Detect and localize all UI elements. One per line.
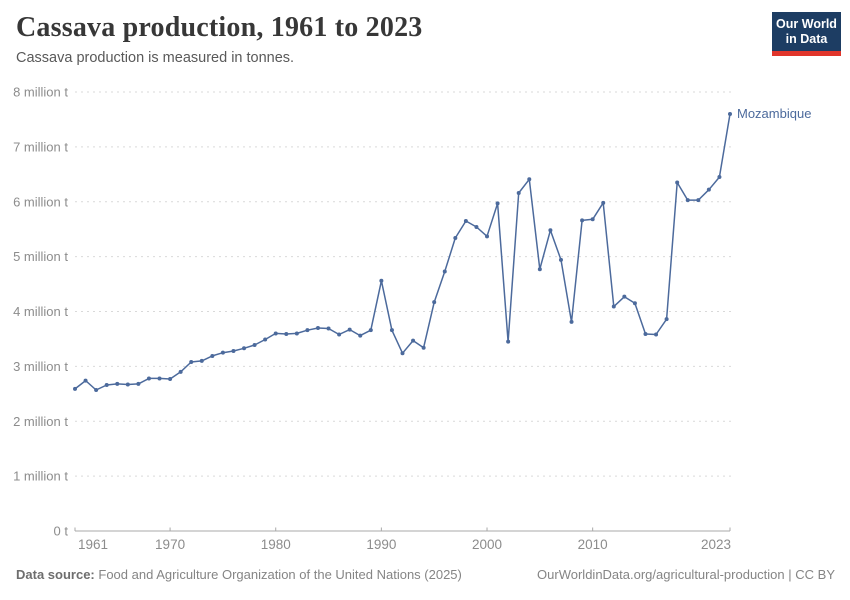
data-point[interactable]: [115, 381, 120, 386]
data-point[interactable]: [516, 190, 521, 195]
series-end-label: Mozambique: [737, 106, 811, 121]
data-point[interactable]: [632, 301, 637, 306]
data-point[interactable]: [728, 111, 732, 116]
data-point[interactable]: [442, 269, 447, 274]
data-source-text: Food and Agriculture Organization of the…: [98, 567, 462, 582]
data-point[interactable]: [580, 218, 585, 223]
data-point[interactable]: [252, 342, 257, 347]
data-point[interactable]: [622, 294, 627, 299]
data-point[interactable]: [643, 331, 648, 336]
data-point[interactable]: [675, 180, 680, 185]
data-point[interactable]: [189, 359, 194, 364]
cc-by-link[interactable]: CC BY: [795, 567, 835, 582]
data-point[interactable]: [421, 345, 426, 350]
data-point[interactable]: [220, 350, 225, 355]
data-point[interactable]: [527, 177, 532, 182]
owid-logo-red-bar: [772, 51, 841, 56]
x-tick-label: 1961: [78, 537, 108, 552]
line-chart[interactable]: 0 t 1 million t 2 million t 3 million t 4 mi…: [0, 80, 850, 560]
data-point[interactable]: [315, 325, 320, 330]
y-tick-label: 5 million t: [13, 249, 68, 264]
footer-separator: |: [784, 567, 796, 582]
y-tick-label: 3 million t: [13, 359, 68, 374]
data-source-label: Data source:: [16, 567, 95, 582]
data-point[interactable]: [569, 319, 574, 324]
data-point[interactable]: [83, 378, 88, 383]
data-point[interactable]: [125, 382, 130, 387]
data-point[interactable]: [474, 224, 479, 229]
data-point[interactable]: [94, 387, 99, 392]
data-point[interactable]: [601, 200, 606, 205]
chart-subtitle: Cassava production is measured in tonnes…: [16, 50, 295, 66]
data-point[interactable]: [347, 327, 352, 332]
data-point[interactable]: [284, 331, 289, 336]
data-point[interactable]: [146, 376, 151, 381]
page-title: Cassava production, 1961 to 2023: [16, 12, 423, 43]
data-point[interactable]: [485, 234, 490, 239]
data-point[interactable]: [558, 257, 563, 262]
y-tick-label: 8 million t: [13, 85, 68, 100]
data-point[interactable]: [463, 218, 468, 223]
data-point[interactable]: [368, 328, 373, 333]
data-point[interactable]: [379, 278, 384, 283]
y-tick-label: 0 t: [54, 524, 69, 539]
owid-url-link[interactable]: OurWorldinData.org/agricultural-producti…: [537, 567, 785, 582]
data-point[interactable]: [696, 198, 701, 203]
data-point[interactable]: [104, 383, 109, 388]
y-tick-label: 4 million t: [13, 304, 68, 319]
data-point[interactable]: [411, 338, 416, 343]
data-point[interactable]: [305, 328, 310, 333]
data-point[interactable]: [263, 337, 268, 342]
data-point[interactable]: [548, 228, 553, 233]
data-point[interactable]: [506, 339, 511, 344]
x-tick-label: 1980: [261, 537, 291, 552]
data-point[interactable]: [199, 358, 204, 363]
data-point[interactable]: [273, 331, 278, 336]
data-point[interactable]: [157, 376, 162, 381]
x-tick-label: 2023: [701, 537, 731, 552]
x-tick-label: 2000: [472, 537, 502, 552]
data-point[interactable]: [706, 187, 711, 192]
footer-links[interactable]: OurWorldinData.org/agricultural-producti…: [537, 567, 835, 582]
data-line: [74, 113, 731, 391]
data-point[interactable]: [210, 353, 215, 358]
data-point[interactable]: [537, 267, 542, 272]
chart-footer: Data source: Food and Agriculture Organi…: [16, 567, 835, 582]
y-tick-label: 7 million t: [13, 139, 68, 154]
y-tick-label: 1 million t: [13, 469, 68, 484]
data-point[interactable]: [432, 300, 437, 305]
owid-logo-text: Our World in Data: [772, 12, 841, 51]
owid-logo-line1: Our World: [776, 17, 837, 31]
data-point[interactable]: [664, 317, 669, 322]
data-point[interactable]: [389, 328, 394, 333]
data-source: Data source: Food and Agriculture Organi…: [16, 567, 462, 582]
data-point[interactable]: [685, 198, 690, 203]
data-point[interactable]: [495, 201, 500, 206]
data-point[interactable]: [73, 386, 77, 391]
data-point[interactable]: [337, 332, 342, 337]
data-point[interactable]: [358, 333, 363, 338]
x-tick-label: 1970: [155, 537, 185, 552]
data-point[interactable]: [178, 369, 183, 374]
data-point[interactable]: [326, 326, 331, 331]
y-tick-label: 2 million t: [13, 414, 68, 429]
x-tick-label: 1990: [366, 537, 396, 552]
x-tick-label: 2010: [578, 537, 608, 552]
data-point[interactable]: [242, 346, 247, 351]
y-tick-label: 6 million t: [13, 194, 68, 209]
data-point[interactable]: [590, 217, 595, 222]
owid-logo[interactable]: Our World in Data: [772, 12, 841, 56]
data-point[interactable]: [654, 332, 659, 337]
data-point[interactable]: [136, 381, 141, 386]
data-point[interactable]: [294, 331, 299, 336]
data-point[interactable]: [611, 304, 616, 309]
data-point[interactable]: [400, 351, 405, 356]
data-point[interactable]: [168, 376, 173, 381]
data-point[interactable]: [717, 175, 722, 180]
owid-logo-line2: in Data: [785, 32, 828, 46]
data-point[interactable]: [453, 235, 458, 240]
data-point[interactable]: [231, 349, 236, 354]
